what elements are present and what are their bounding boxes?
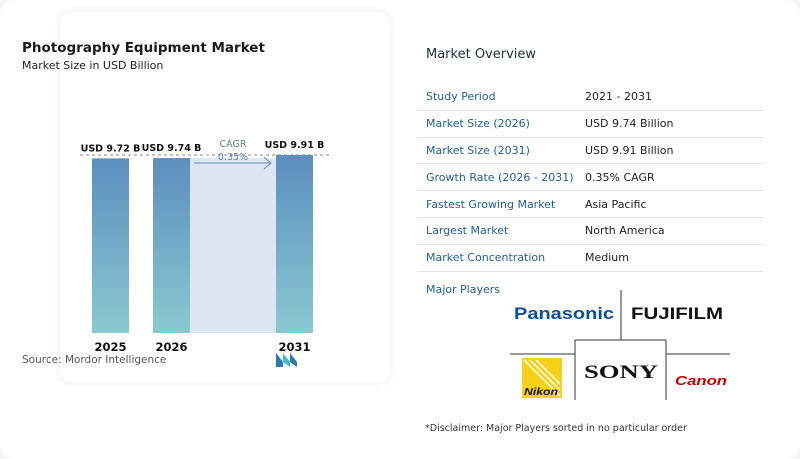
major-players-logos: Panasonic FUJIFILM Nikon SONY Canon <box>510 290 730 400</box>
data-label: USD 9.72 B <box>81 143 141 154</box>
overview-label: Fastest Growing Market <box>426 197 556 211</box>
players-title: Major Players <box>426 283 500 296</box>
overview-label: Growth Rate (2026 - 2031) <box>426 170 574 184</box>
overview-value: USD 9.74 Billion <box>585 117 674 131</box>
panasonic-brand: Panasonic <box>514 304 614 323</box>
overview-value: 2021 - 2031 <box>585 90 652 104</box>
overview-table: Study Period 2021 - 2031 Market Size (2026… <box>417 84 763 272</box>
canon-brand: Canon <box>675 373 727 388</box>
cagr-region <box>190 158 276 333</box>
bar-2026 <box>153 158 190 333</box>
nikon-logo: Nikon <box>522 358 562 398</box>
bar-chart: USD 9.72 B 2025 USD 9.74 B 2026 USD 9.91 B 20… <box>80 139 330 354</box>
overview-row: Market Size (2026) USD 9.74 Billion <box>417 111 763 138</box>
cagr-arrow-head-icon <box>263 156 272 170</box>
category-label: 2026 <box>155 340 187 354</box>
cagr-label: CAGR <box>220 139 247 150</box>
chart-subtitle: Market Size in USD Billion <box>22 59 164 72</box>
overview-value: North America <box>585 224 665 238</box>
overview-row: Study Period 2021 - 2031 <box>417 84 763 111</box>
nikon-brand: Nikon <box>524 387 558 398</box>
data-label: USD 9.91 B <box>265 140 325 151</box>
overview-value: USD 9.91 Billion <box>585 143 674 157</box>
overview-row: Market Concentration Medium <box>417 245 763 272</box>
overview-value: Medium <box>585 251 629 265</box>
overview-row: Growth Rate (2026 - 2031) 0.35% CAGR <box>417 164 763 192</box>
overview-title: Market Overview <box>426 47 537 62</box>
panasonic-logo: Panasonic <box>514 304 614 323</box>
fujifilm-logo: FUJIFILM <box>631 304 723 323</box>
sony-logo: SONY <box>584 362 658 383</box>
category-label: 2025 <box>94 340 126 354</box>
overview-value: Asia Pacific <box>585 197 647 211</box>
source-text: Source: Mordor Intelligence <box>22 354 167 366</box>
overview-label: Market Size (2031) <box>426 143 530 157</box>
overview-value: 0.35% CAGR <box>585 170 655 184</box>
overview-label: Market Size (2026) <box>426 117 530 131</box>
fujifilm-brand: FUJIFILM <box>631 304 723 323</box>
cagr-value: 0.35% <box>218 152 248 163</box>
mordor-logo-icon <box>276 353 297 367</box>
overview-row: Fastest Growing Market Asia Pacific <box>417 191 763 218</box>
overview-label: Largest Market <box>426 224 509 238</box>
overview-row: Largest Market North America <box>417 218 763 245</box>
category-label: 2031 <box>278 340 310 354</box>
chart-title: Photography Equipment Market <box>22 40 265 56</box>
overview-row: Market Size (2031) USD 9.91 Billion <box>417 138 763 165</box>
disclaimer-text: *Disclaimer: Major Players sorted in no … <box>425 423 687 434</box>
bar-2031 <box>276 155 313 333</box>
data-label: USD 9.74 B <box>142 143 202 154</box>
canon-logo: Canon <box>675 373 727 388</box>
sony-brand: SONY <box>584 362 658 383</box>
overview-label: Study Period <box>426 90 496 104</box>
overview-label: Market Concentration <box>426 251 546 265</box>
bar-2025 <box>92 158 129 333</box>
